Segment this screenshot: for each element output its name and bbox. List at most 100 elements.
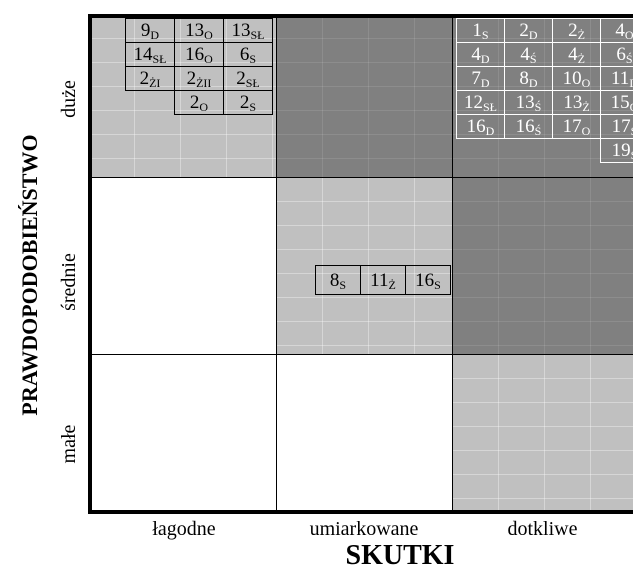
zone-duże-umiarkowane xyxy=(276,14,452,177)
risk-code-number: 16 xyxy=(185,44,205,65)
risk-code-cell: 8S xyxy=(315,265,361,295)
risk-code-cell: 13O xyxy=(174,18,224,43)
risk-code-number: 13 xyxy=(515,92,535,113)
risk-code-cell: 13Ś xyxy=(504,90,553,115)
zone-małe-dotkliwe xyxy=(452,354,633,510)
risk-code-suffix: O xyxy=(581,76,591,90)
risk-code-suffix: SŁ xyxy=(482,100,497,114)
risk-code-number: 4 xyxy=(568,44,578,65)
risk-code-number: 17 xyxy=(562,116,582,137)
risk-code-suffix: SŁ xyxy=(152,52,167,66)
risk-code-suffix: O xyxy=(624,28,633,42)
risk-code-number: 7 xyxy=(471,68,481,89)
risk-code-number: 6 xyxy=(239,44,250,65)
column-separator xyxy=(452,14,453,510)
risk-code-cell: 4D xyxy=(456,42,505,67)
risk-code-number: 13 xyxy=(231,20,251,41)
risk-matrix: 9D 13O 13SŁ 14SŁ 16O 6S 2ŻI 2ŻII 2SŁ 2O 2S 8S 11Ż 16S… xyxy=(88,14,633,510)
risk-code-number: 2 xyxy=(519,20,529,41)
risk-code-suffix: D xyxy=(629,76,633,90)
risk-code-number: 16 xyxy=(466,116,486,137)
risk-code-suffix: D xyxy=(480,76,490,90)
risk-code-cell: 2D xyxy=(504,18,553,43)
risk-code-number: 13 xyxy=(563,92,583,113)
zone-średnie-łagodne xyxy=(88,177,276,354)
risk-code-cell: 13Ż xyxy=(552,90,601,115)
risk-code-cell: 15O xyxy=(600,90,633,115)
zone-małe-łagodne xyxy=(88,354,276,510)
row-separator xyxy=(88,354,633,355)
risk-code-cell: 7D xyxy=(456,66,505,91)
risk-code-number: 15 xyxy=(610,92,630,113)
risk-code-suffix: Ś xyxy=(534,124,542,138)
risk-code-suffix: Ż xyxy=(388,278,396,292)
risk-code-suffix: O xyxy=(581,124,591,138)
y-axis-title: PRAWDOPODOBIEŃSTWO xyxy=(17,134,42,416)
risk-code-number: 10 xyxy=(562,68,582,89)
risk-code-suffix: S xyxy=(631,148,633,162)
risk-code-cell: 4Ś xyxy=(504,42,553,67)
risk-code-number: 4 xyxy=(615,20,625,41)
risk-code-number: 2 xyxy=(139,68,150,89)
risk-code-number: 9 xyxy=(140,20,151,41)
risk-code-cell: 9D xyxy=(125,18,175,43)
risk-code-cell: 12SŁ xyxy=(456,90,505,115)
risk-code-suffix: D xyxy=(528,28,538,42)
x-category-moderate: umiarkowane xyxy=(309,518,419,540)
row-separator xyxy=(88,177,633,178)
matrix-top-border xyxy=(88,14,633,18)
risk-code-cell: 19S xyxy=(600,138,633,163)
risk-code-cell: 17O xyxy=(552,114,601,139)
risk-code-number: 4 xyxy=(471,44,481,65)
risk-code-cell: 6Ś xyxy=(600,42,633,67)
risk-code-number: 12 xyxy=(463,92,483,113)
zone-średnie-dotkliwe xyxy=(452,177,633,354)
x-category-severe: dotkliwe xyxy=(507,518,578,540)
risk-code-number: 11 xyxy=(611,68,630,89)
risk-code-suffix: SŁ xyxy=(250,28,265,42)
risk-code-cell: 1S xyxy=(456,18,505,43)
risk-code-suffix: Ś xyxy=(534,100,542,114)
risk-code-suffix: O xyxy=(204,52,213,66)
risk-code-suffix: Ś xyxy=(631,124,633,138)
risk-code-suffix: S xyxy=(434,278,441,292)
risk-code-suffix: D xyxy=(485,124,495,138)
zone-małe-umiarkowane xyxy=(276,354,452,510)
risk-code-cell: 16Ś xyxy=(504,114,553,139)
risk-code-number: 16 xyxy=(415,270,435,291)
risk-code-number: 19 xyxy=(611,140,631,161)
risk-code-suffix: ŻI xyxy=(149,76,161,90)
risk-code-number: 17 xyxy=(611,116,631,137)
risk-code-suffix: Ż xyxy=(577,52,585,66)
risk-code-cell: 2SŁ xyxy=(223,66,273,91)
risk-code-suffix: S xyxy=(249,52,257,66)
risk-code-cell: 6S xyxy=(223,42,273,67)
risk-code-suffix: Ś xyxy=(625,52,633,66)
risk-code-cell: 2S xyxy=(223,90,273,115)
risk-code-number: 16 xyxy=(515,116,535,137)
risk-code-cell: 16D xyxy=(456,114,505,139)
risk-code-suffix: D xyxy=(528,76,538,90)
risk-code-suffix: Ś xyxy=(529,52,537,66)
risk-code-suffix: SŁ xyxy=(245,76,260,90)
risk-code-suffix: D xyxy=(150,28,160,42)
risk-code-cell: 13SŁ xyxy=(223,18,273,43)
risk-code-number: 4 xyxy=(520,44,530,65)
risk-code-cell: 16S xyxy=(405,265,451,295)
zone-duże-dotkliwe xyxy=(452,14,633,177)
risk-code-number: 13 xyxy=(185,20,205,41)
zone-duże-łagodne xyxy=(88,14,276,177)
column-separator xyxy=(276,14,277,510)
risk-code-cell: 2O xyxy=(174,90,224,115)
risk-code-suffix: O xyxy=(630,100,633,114)
y-category-high: duże xyxy=(58,80,80,118)
risk-code-number: 14 xyxy=(133,44,153,65)
risk-code-cell: 11D xyxy=(600,66,633,91)
risk-code-suffix: D xyxy=(480,52,490,66)
risk-code-cell: 4Ż xyxy=(552,42,601,67)
risk-code-suffix: Ż xyxy=(582,100,590,114)
risk-code-number: 1 xyxy=(472,20,482,41)
y-category-medium: średnie xyxy=(58,253,80,311)
risk-code-cell: 8D xyxy=(504,66,553,91)
risk-code-cell: 2Ż xyxy=(552,18,601,43)
